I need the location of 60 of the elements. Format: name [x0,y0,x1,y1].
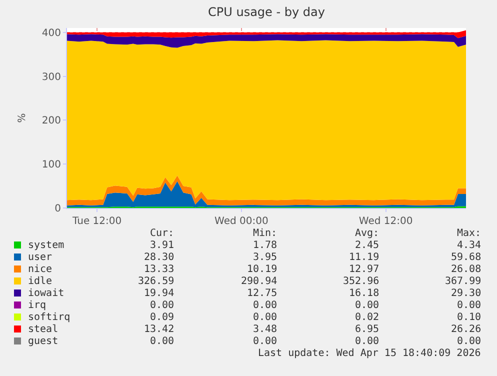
legend-label: user [28,252,52,263]
y-tick-label: 0 [54,204,61,214]
chart-title: CPU usage - by day [208,5,325,20]
text: 16.18 [349,288,380,299]
legend-label: idle [28,276,52,287]
text: 10.19 [247,264,278,275]
text: 0.00 [355,336,380,347]
y-axis-title: % [16,113,28,123]
text: 0.00 [253,300,278,311]
text: 0.10 [457,312,482,323]
legend-label: system [28,240,64,251]
text: 3.95 [253,252,278,263]
text: 13.33 [144,264,174,275]
x-tick-label: Wed 12:00 [358,216,413,227]
text: 12.75 [247,288,278,299]
text: Cur: [150,228,174,239]
text: 290.94 [241,276,278,287]
x-tick-label: Wed 00:00 [214,216,268,227]
text: 0.00 [150,300,174,311]
legend-label: guest [28,336,58,347]
text: 4.34 [457,240,482,251]
y-tick-label: 400 [42,28,61,39]
text: 13.42 [144,324,174,335]
text: 0.02 [355,312,380,323]
legend-label: nice [28,264,52,275]
y-tick-label: 300 [42,72,61,83]
text: Min: [253,228,278,239]
text: 0.00 [355,300,380,311]
text: 3.48 [253,324,278,335]
text: 26.26 [451,324,482,335]
text: Max: [457,228,482,239]
text: 12.97 [349,264,380,275]
text: 0.09 [150,312,174,323]
text: 1.78 [253,240,278,251]
text: 0.00 [457,300,482,311]
y-tick-label: 200 [42,116,61,127]
text: 6.95 [355,324,380,335]
text: Last update: Wed Apr 15 18:40:09 2026 [258,348,481,359]
text: 0.00 [253,312,278,323]
text: 29.30 [451,288,482,299]
text: 26.08 [451,264,482,275]
legend-label: steal [28,324,58,335]
text: Avg: [355,228,380,239]
text: 11.19 [349,252,380,263]
x-tick-label: Tue 12:00 [72,216,122,227]
text: 0.00 [150,336,174,347]
legend-label: iowait [28,288,64,299]
text: 2.45 [355,240,380,251]
y-tick-label: 100 [42,160,61,171]
text: 3.91 [150,240,174,251]
text: 0.00 [457,336,482,347]
text: 367.99 [445,276,482,287]
text: 352.96 [343,276,380,287]
text: 326.59 [138,276,174,287]
text: 19.94 [144,288,174,299]
text: 59.68 [451,252,482,263]
text: 28.30 [144,252,174,263]
legend-label: softirq [28,312,70,323]
text: 0.00 [253,336,278,347]
legend-label: irq [28,300,46,311]
